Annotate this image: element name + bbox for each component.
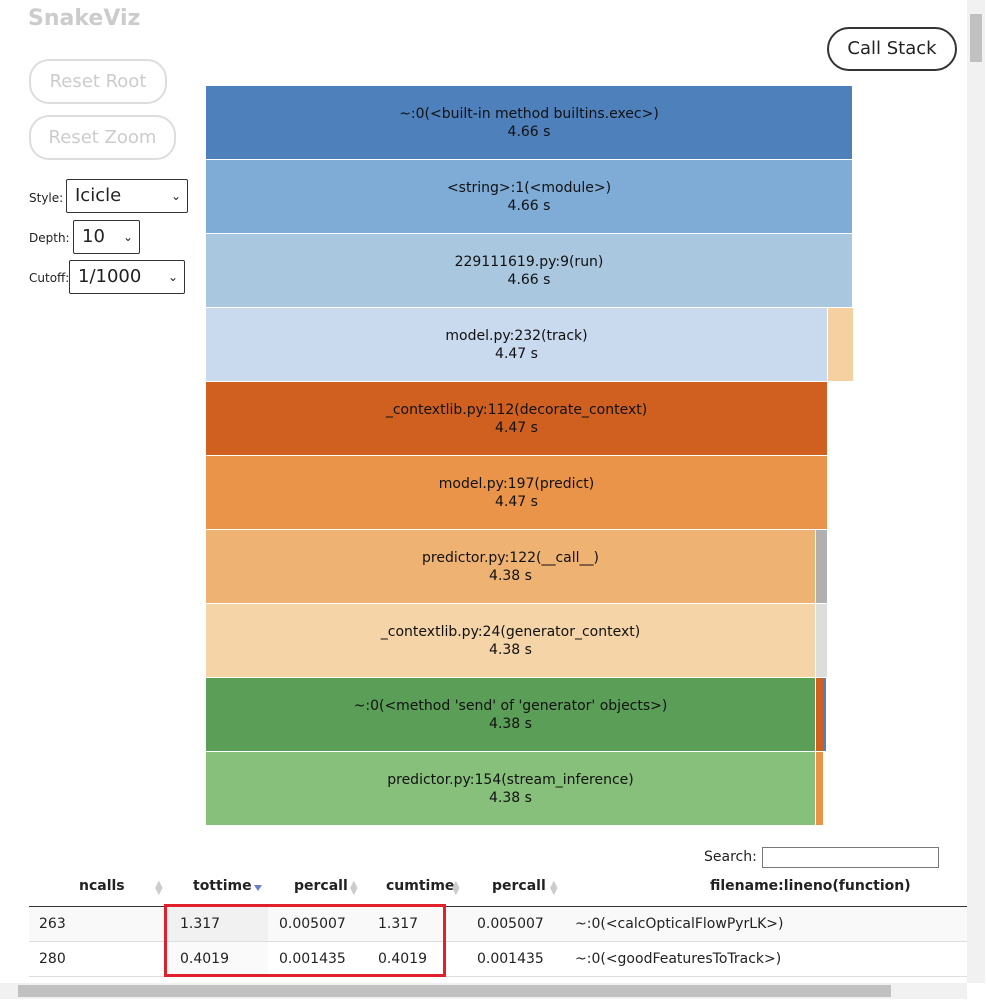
table-cell: 263 [39,916,66,932]
icicle-cell[interactable]: model.py:232(track) 4.47 s [206,308,828,382]
sort-icon: ▲ ▼ [350,879,358,897]
search-label: Search: [704,849,757,865]
cell-time: 4.38 s [489,789,532,806]
cell-label: ~:0(<method 'send' of 'generator' object… [353,697,668,714]
table-cell: 0.005007 [477,916,544,932]
icicle-slice[interactable] [823,678,826,751]
icicle-cell[interactable]: ~:0(<method 'send' of 'generator' object… [206,678,816,752]
depth-value: 10 [82,226,105,247]
icicle-cell[interactable]: <string>:1(<module>) 4.66 s [206,160,853,234]
table-cell: 0.4019 [180,951,229,967]
cutoff-value: 1/1000 [78,266,142,287]
style-label: Style: [29,191,64,205]
cell-label: <string>:1(<module>) [446,179,612,196]
icicle-cell[interactable]: 229111619.py:9(run) 4.66 s [206,234,853,308]
sort-icon: ▲ ▼ [155,879,163,897]
table-cell: ~:0(<goodFeaturesToTrack>) [575,951,782,967]
column-header[interactable]: tottime [193,878,252,894]
table-cell: 0.005007 [279,916,346,932]
icicle-cell[interactable]: _contextlib.py:24(generator_context) 4.38… [206,604,816,678]
icicle-cell[interactable]: _contextlib.py:112(decorate_context) 4.47… [206,382,828,456]
depth-select[interactable]: 10 ⌄ [73,220,140,254]
cell-time: 4.38 s [489,641,532,658]
cell-time: 4.38 s [489,715,532,732]
icicle-cell[interactable]: predictor.py:122(__call__) 4.38 s [206,530,816,604]
table-cell: 280 [39,951,66,967]
table-cell: 0.001435 [279,951,346,967]
sorted-cell-bg [168,907,268,941]
icicle-cell[interactable]: ~:0(<built-in method builtins.exec>) 4.66… [206,86,853,160]
sort-active-icon [254,885,262,891]
scroll-thumb[interactable] [18,985,891,997]
column-header[interactable]: ncalls [79,878,125,894]
cell-label: _contextlib.py:112(decorate_context) [385,401,648,418]
icicle-cell[interactable]: predictor.py:154(stream_inference) 4.38 s [206,752,816,826]
depth-label: Depth: [29,231,70,245]
column-header[interactable]: percall [294,878,348,894]
cell-time: 4.66 s [507,271,551,288]
cell-label: _contextlib.py:24(generator_context) [380,623,641,640]
table-cell: ~:0(<calcOpticalFlowPyrLK>) [575,916,784,932]
caret: ⌄ [122,230,133,244]
table-cell: 0.001435 [477,951,544,967]
table-cell: 1.317 [378,916,419,932]
cutoff-label: Cutoff: [29,271,70,285]
cell-time: 4.47 s [495,345,538,362]
cell-label: predictor.py:154(stream_inference) [387,771,634,788]
cell-time: 4.66 s [507,197,551,214]
reset-root-button[interactable]: Reset Root [29,59,167,104]
cell-label: model.py:197(predict) [438,475,595,492]
sort-icon: ▲ ▼ [452,879,460,897]
icicle-slice[interactable] [816,752,823,825]
cell-time: 4.66 s [507,123,551,140]
reset-zoom-button[interactable]: Reset Zoom [29,115,176,160]
style-select[interactable]: Icicle ⌄ [66,179,188,213]
column-header[interactable]: cumtime [386,878,455,894]
icicle-slice[interactable] [816,604,827,677]
column-header[interactable]: percall [492,878,546,894]
call-stack-button[interactable]: Call Stack [827,27,957,71]
caret: ⌄ [170,189,181,203]
icicle-slice[interactable] [816,530,827,603]
caret: ⌄ [167,270,178,284]
horizontal-scrollbar[interactable] [0,983,967,999]
app-title: SnakeViz [28,6,141,31]
icicle-slice[interactable] [816,678,823,751]
table-cell: 1.317 [180,916,221,932]
vertical-scrollbar[interactable] [967,0,985,983]
column-header[interactable]: filename:lineno(function) [710,878,911,894]
scroll-thumb[interactable] [970,14,982,62]
search-input[interactable] [762,847,939,868]
cutoff-select[interactable]: 1/1000 ⌄ [69,260,185,294]
icicle-slice[interactable] [828,308,853,381]
cell-label: 229111619.py:9(run) [454,253,604,270]
cell-time: 4.38 s [489,567,532,584]
sorted-cell-bg [168,942,268,976]
cell-label: ~:0(<built-in method builtins.exec>) [399,105,659,122]
header-rule [29,906,967,907]
table-cell: 0.4019 [378,951,427,967]
highlight-box [164,904,446,977]
cell-time: 4.47 s [495,419,538,436]
sort-icon: ▲ ▼ [550,879,558,897]
cell-label: model.py:232(track) [445,327,588,344]
cell-time: 4.47 s [495,493,538,510]
cell-label: predictor.py:122(__call__) [422,549,599,566]
style-value: Icicle [75,185,122,206]
icicle-cell[interactable]: model.py:197(predict) 4.47 s [206,456,828,530]
